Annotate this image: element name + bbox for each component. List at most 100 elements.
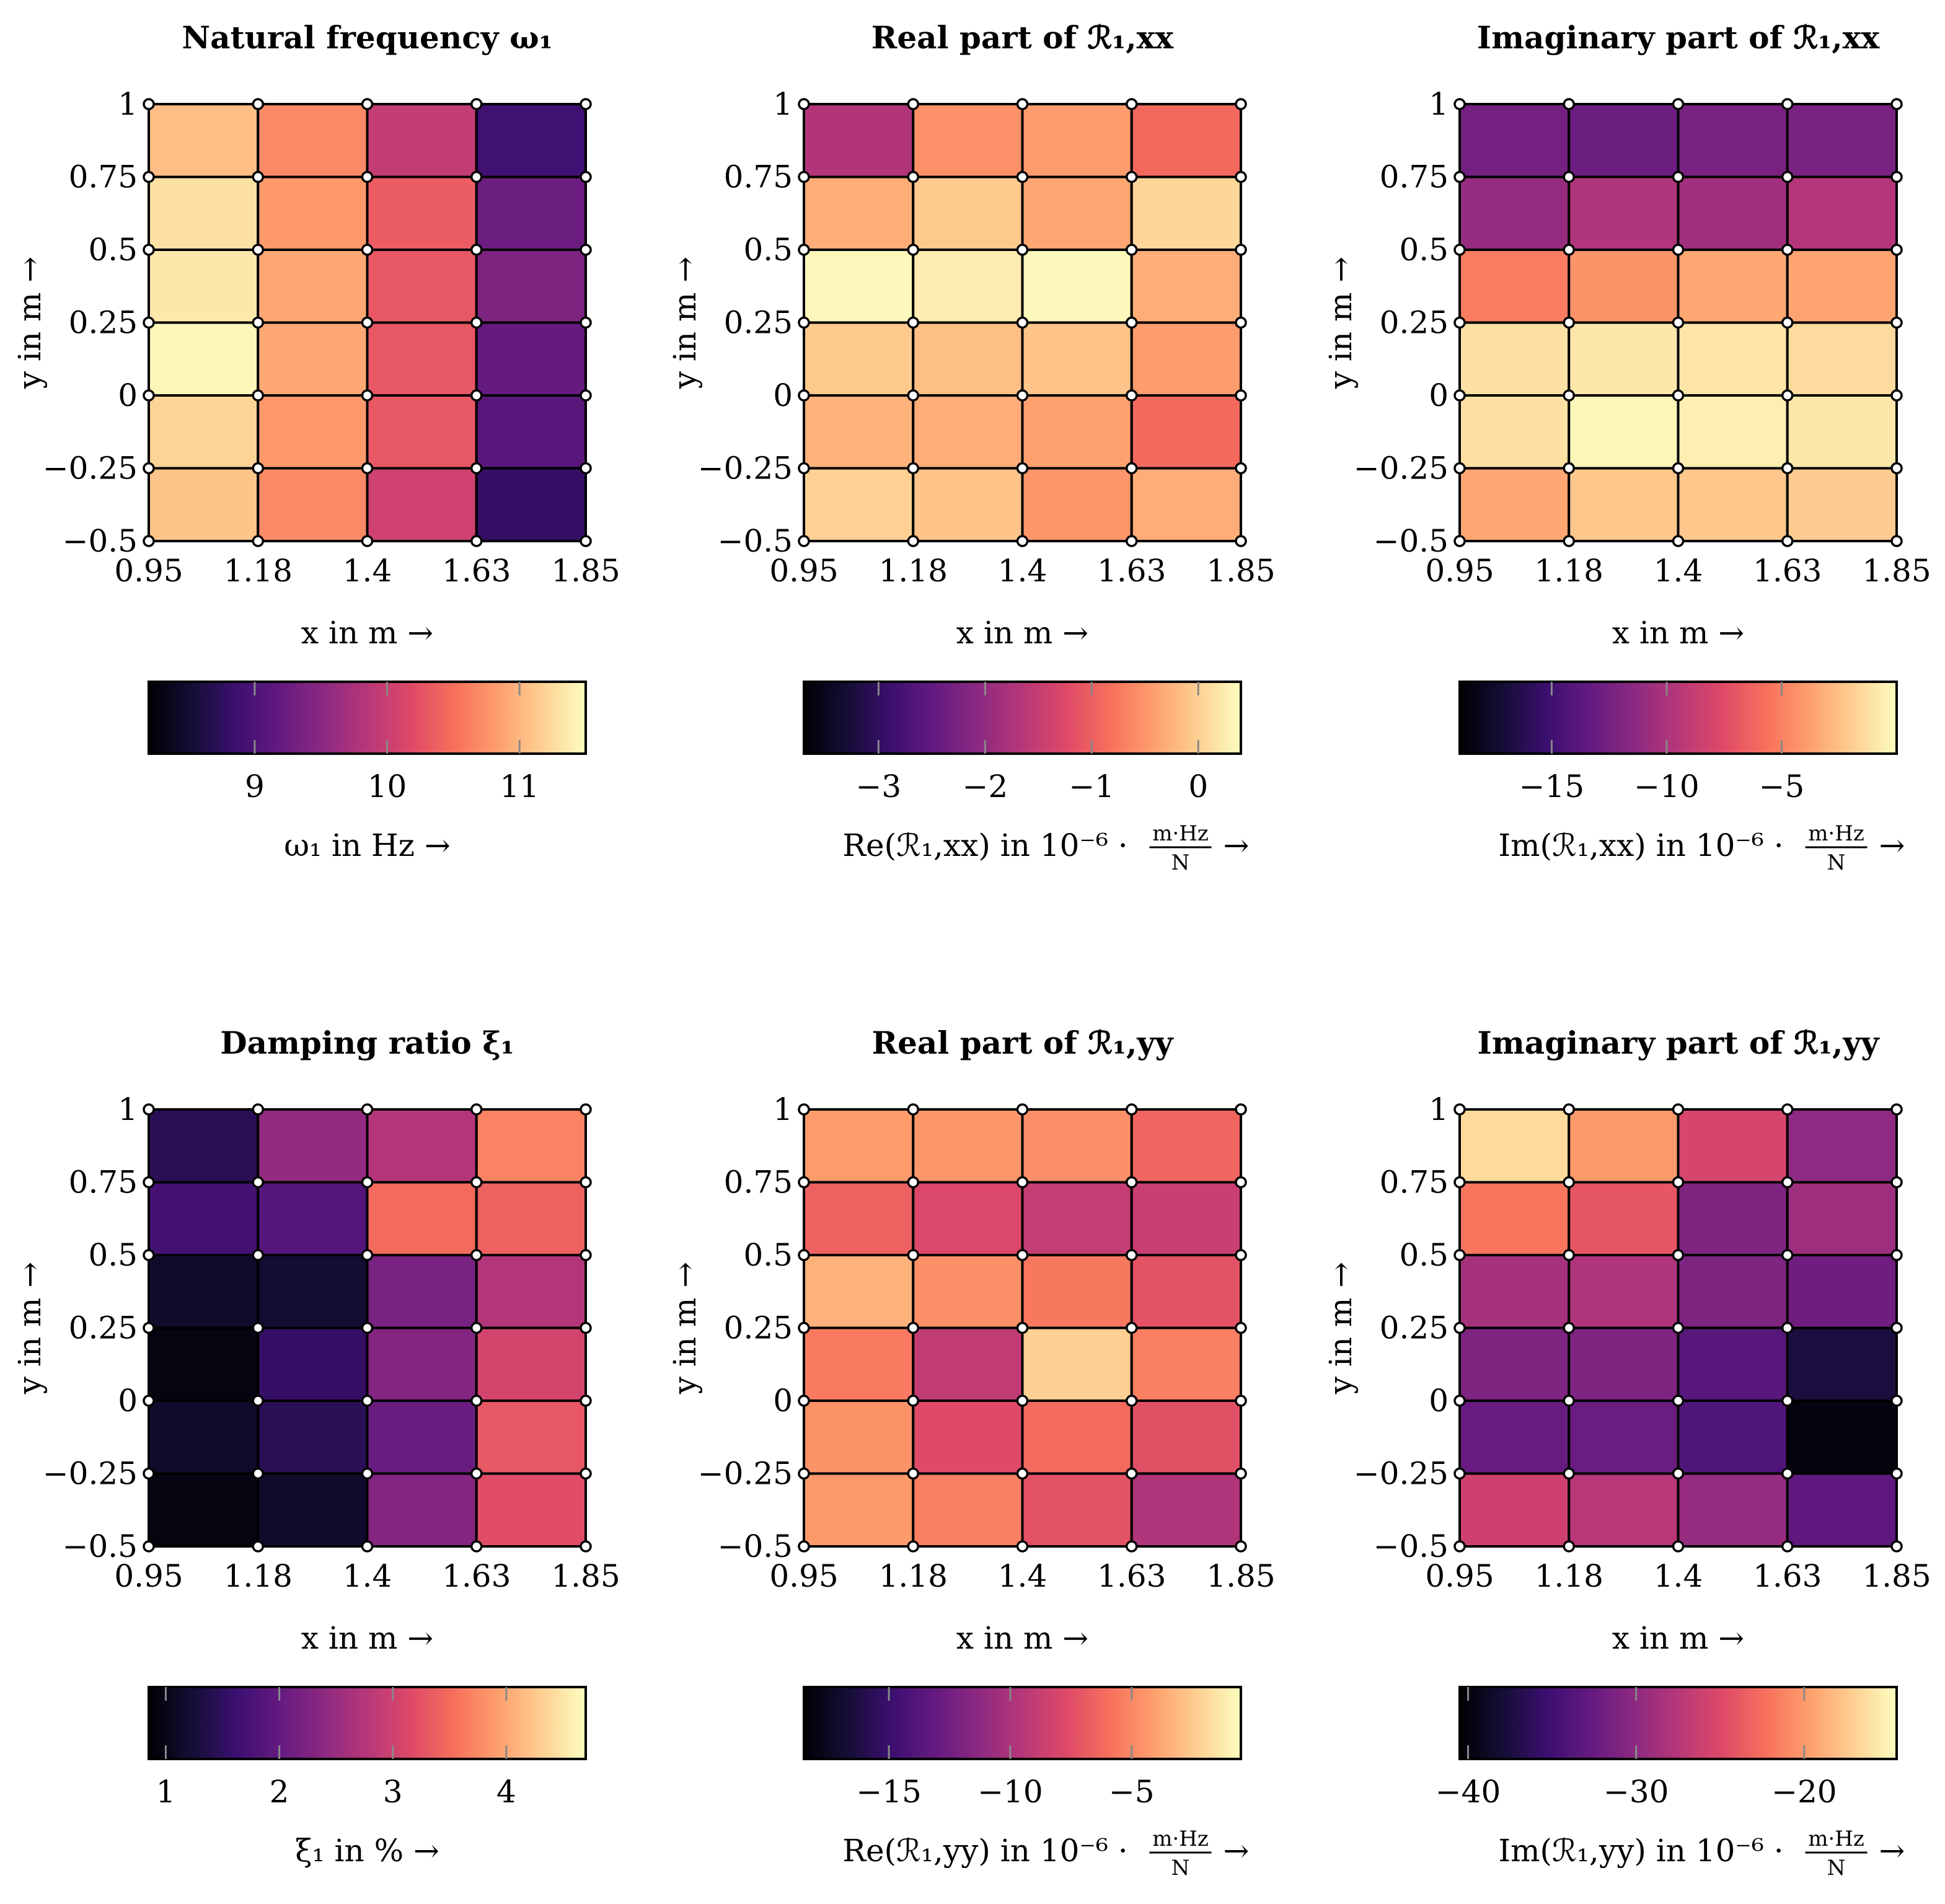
y-tick-label: −0.5 bbox=[1374, 1528, 1449, 1564]
grid-node bbox=[143, 1467, 155, 1480]
grid-node bbox=[1890, 389, 1903, 402]
heatmap-cell bbox=[803, 1254, 915, 1329]
y-tick-label: 0.25 bbox=[1380, 1310, 1449, 1346]
heatmap-cell bbox=[1568, 1399, 1680, 1475]
grid-node bbox=[907, 1395, 919, 1407]
grid-node bbox=[361, 1395, 374, 1407]
x-tick-label: 1.18 bbox=[1535, 553, 1603, 589]
heatmap-cell bbox=[1130, 175, 1242, 251]
heatmap-cell bbox=[475, 467, 587, 542]
heatmap-cell bbox=[1458, 1181, 1571, 1256]
heatmap-cell bbox=[1458, 467, 1571, 542]
grid-node bbox=[1453, 462, 1466, 475]
x-axis-label: x in m → bbox=[1612, 615, 1744, 651]
y-tick-label: −0.5 bbox=[63, 1528, 138, 1564]
x-tick-label: 1.63 bbox=[1753, 553, 1822, 589]
heatmap-cell bbox=[1130, 321, 1242, 397]
heatmap-cell bbox=[1130, 1472, 1242, 1548]
grid-node bbox=[361, 462, 374, 475]
heatmap-cell bbox=[1568, 1254, 1680, 1329]
grid-node bbox=[1890, 1321, 1903, 1334]
colorbar bbox=[803, 1686, 1242, 1760]
y-tick-label: 0.5 bbox=[1399, 1237, 1449, 1273]
y-tick-label: 0.25 bbox=[724, 1310, 793, 1346]
heatmap-cell bbox=[475, 103, 587, 178]
colorbar-label: ξ₁ in % → bbox=[295, 1833, 439, 1869]
heatmap-cell bbox=[803, 1181, 915, 1256]
grid-node bbox=[1781, 244, 1794, 256]
heatmap-cell bbox=[912, 1399, 1024, 1475]
y-tick-label: 0 bbox=[118, 1383, 138, 1419]
grid-node bbox=[1781, 1540, 1794, 1553]
y-tick-label: 0.25 bbox=[1380, 305, 1449, 341]
grid-node bbox=[143, 98, 155, 110]
heatmap-cell bbox=[1677, 394, 1789, 470]
grid-node bbox=[1890, 462, 1903, 475]
grid-node bbox=[907, 1467, 919, 1480]
heatmap-cell bbox=[803, 175, 915, 251]
grid-node bbox=[1672, 316, 1685, 329]
heatmap-cell bbox=[1021, 394, 1133, 470]
grid-node bbox=[143, 1103, 155, 1116]
panel-title: Imaginary part of ℛ₁,yy bbox=[1478, 1025, 1881, 1061]
grid-node bbox=[798, 1321, 810, 1334]
colorbar-tick-label: −15 bbox=[856, 1774, 922, 1810]
x-tick-label: 1.4 bbox=[1654, 553, 1703, 589]
heatmap-cell bbox=[475, 1254, 587, 1329]
grid-node bbox=[907, 1176, 919, 1189]
y-tick-label: −0.5 bbox=[718, 523, 793, 559]
y-tick-label: 0 bbox=[1429, 377, 1449, 413]
grid-node bbox=[1016, 1103, 1029, 1116]
grid-node bbox=[1672, 389, 1685, 402]
heatmap-cell bbox=[148, 394, 260, 470]
x-tick-label: 1.85 bbox=[551, 553, 620, 589]
colorbar-tick-label: −10 bbox=[1634, 769, 1700, 804]
y-tick-label: 0.75 bbox=[69, 159, 138, 195]
heatmap-cell bbox=[1021, 1181, 1133, 1256]
grid-node bbox=[143, 170, 155, 183]
x-axis-label: x in m → bbox=[1612, 1620, 1744, 1656]
grid-node bbox=[361, 170, 374, 183]
grid-node bbox=[1016, 1395, 1029, 1407]
grid-node bbox=[252, 1249, 264, 1261]
grid-node bbox=[907, 170, 919, 183]
heatmap-cell bbox=[1677, 175, 1789, 251]
y-tick-label: −0.25 bbox=[1354, 1456, 1449, 1492]
x-tick-label: 1.18 bbox=[879, 1558, 948, 1594]
heatmap-cell bbox=[912, 1181, 1024, 1256]
unit-numerator: m·Hz bbox=[1808, 1827, 1864, 1851]
grid-node bbox=[1235, 1103, 1247, 1116]
heatmap-cell bbox=[1786, 467, 1898, 542]
grid-node bbox=[1016, 1467, 1029, 1480]
heatmap-cell bbox=[1786, 175, 1898, 251]
grid-node bbox=[1235, 1540, 1247, 1553]
grid-node bbox=[798, 170, 810, 183]
heatmap-cell bbox=[1021, 249, 1133, 324]
colorbar-tick-label: −20 bbox=[1771, 1774, 1837, 1810]
heatmap-cell bbox=[1130, 467, 1242, 542]
heatmap-cell bbox=[1677, 1108, 1789, 1184]
x-axis-label: x in m → bbox=[301, 615, 433, 651]
x-tick-label: 1.85 bbox=[551, 1558, 620, 1594]
grid-node bbox=[470, 1540, 483, 1553]
grid-node bbox=[1016, 389, 1029, 402]
grid-node bbox=[1235, 535, 1247, 547]
grid-node bbox=[580, 1395, 592, 1407]
heatmap-cell bbox=[148, 467, 260, 542]
heatmap-cell bbox=[257, 249, 369, 324]
grid-node bbox=[361, 244, 374, 256]
x-tick-label: 1.63 bbox=[1753, 1558, 1822, 1594]
grid-node bbox=[1453, 1321, 1466, 1334]
grid-node bbox=[143, 1540, 155, 1553]
grid-node bbox=[252, 535, 264, 547]
heatmap-cell bbox=[148, 175, 260, 251]
grid-node bbox=[361, 1321, 374, 1334]
heatmap-cell bbox=[366, 103, 478, 178]
heatmap-cell bbox=[1568, 1472, 1680, 1548]
colorbar-tick-label: −3 bbox=[856, 769, 902, 804]
heatmap-cell bbox=[148, 1326, 260, 1402]
unit-denominator: N bbox=[1827, 1856, 1846, 1880]
grid-node bbox=[1126, 1103, 1138, 1116]
heatmap-cell bbox=[1568, 249, 1680, 324]
panel-title: Natural frequency ω₁ bbox=[182, 19, 552, 56]
